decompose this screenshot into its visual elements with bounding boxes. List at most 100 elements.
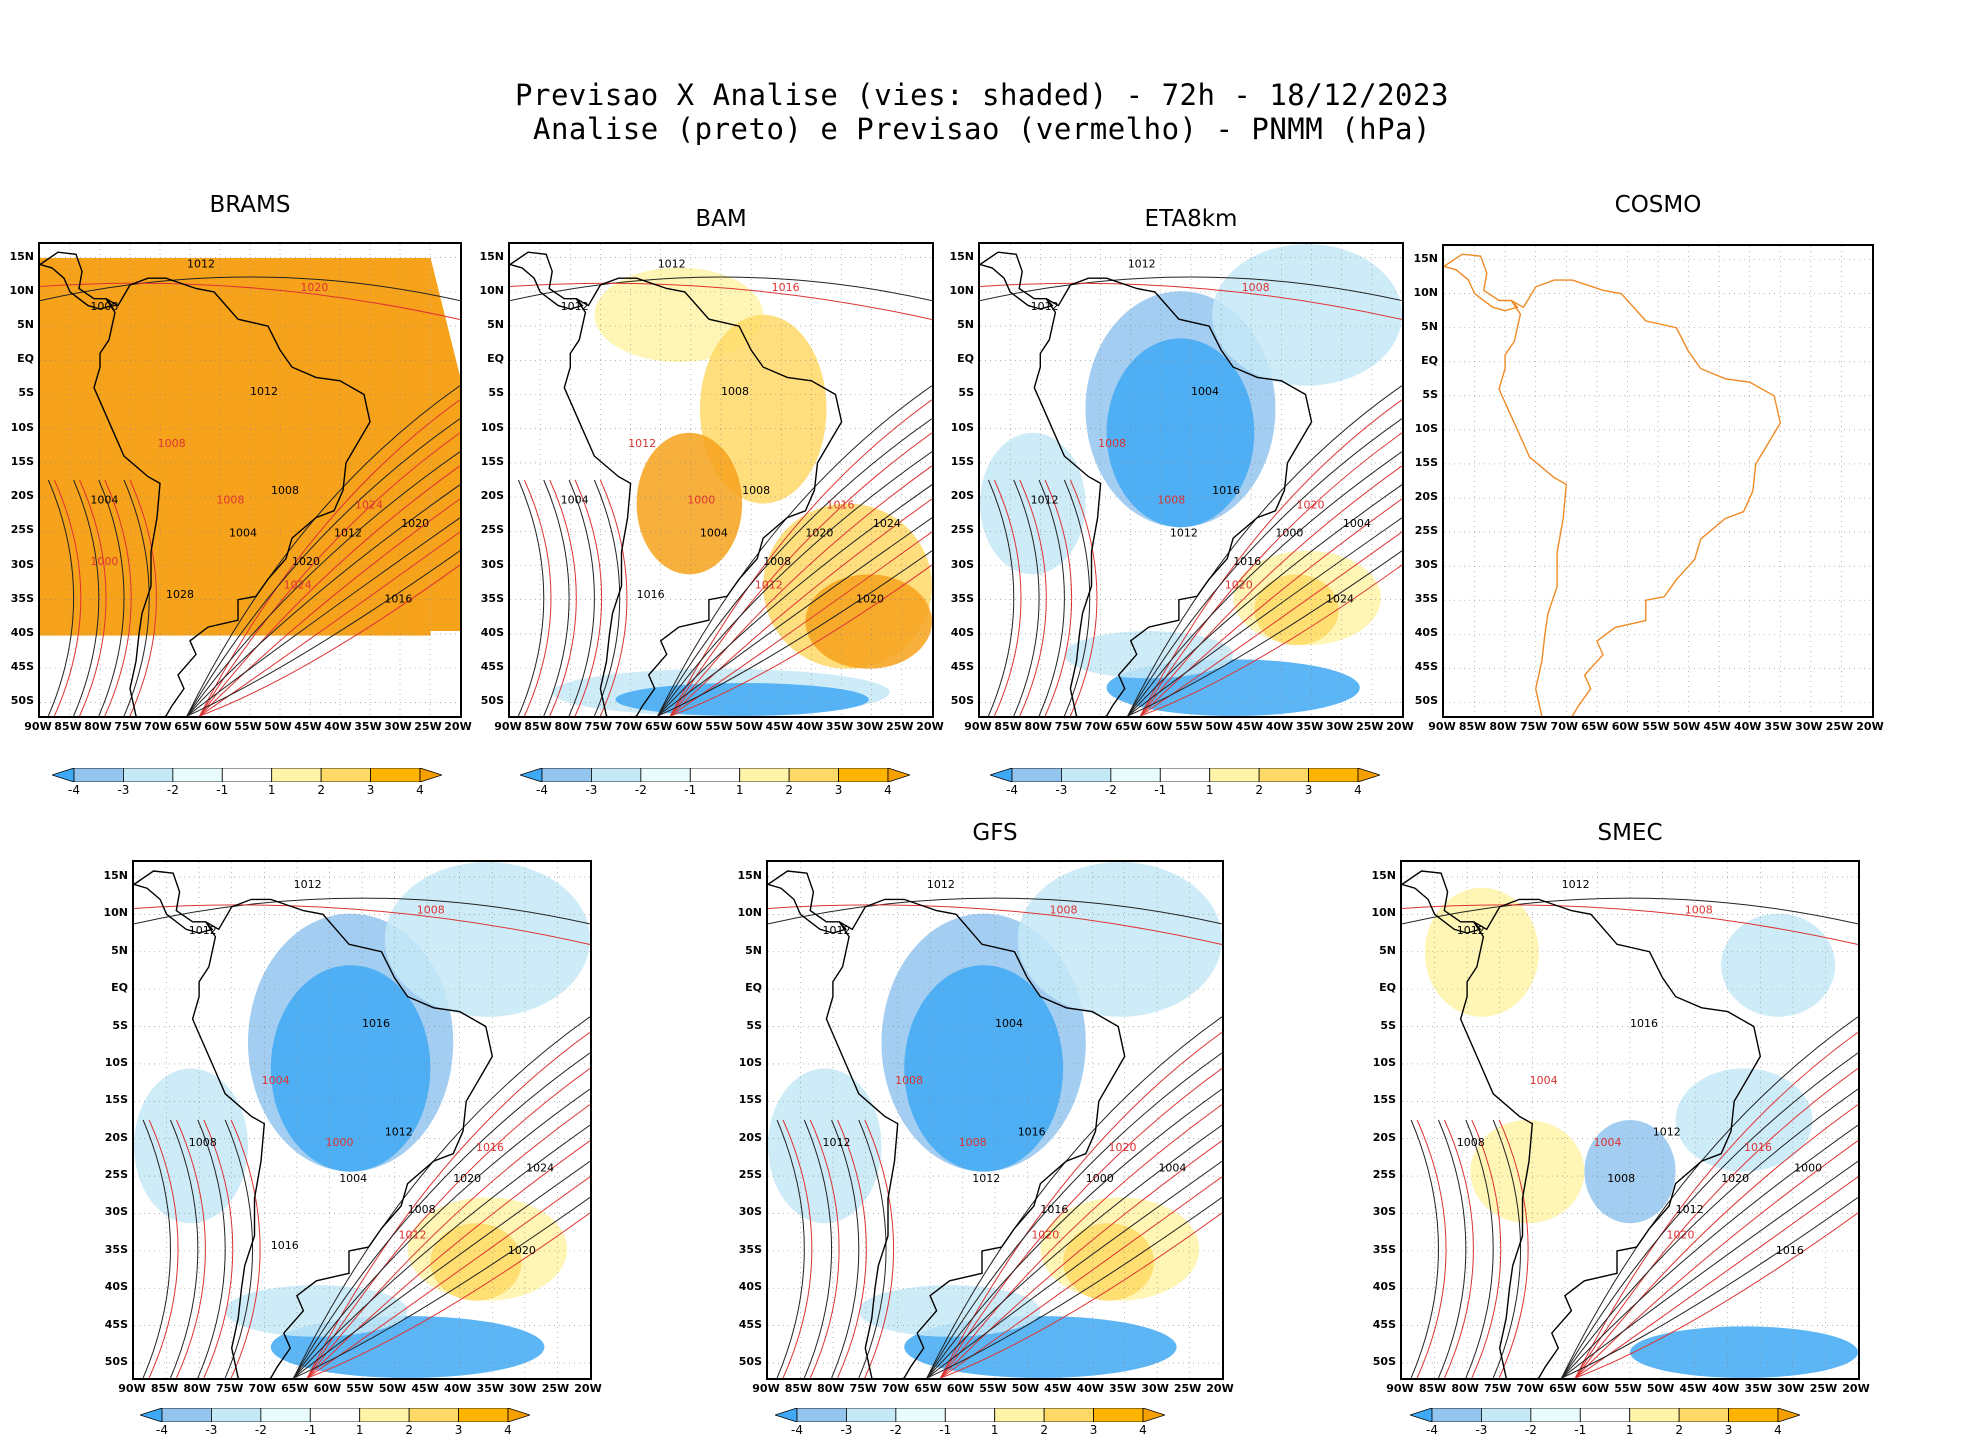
colorbar-label: -3 [1475,1423,1488,1437]
y-tick-label: 15N [103,868,128,882]
isobar-forecast [669,465,932,716]
y-tick-label: 45S [950,660,974,674]
y-tick-label: 15N [1371,868,1396,882]
south-america-outline [825,898,1126,1378]
x-tick-label: 80W [554,720,582,733]
y-tick-label: 20S [480,489,504,503]
isobar-label: 1020 [1031,1229,1059,1242]
bias-shading [699,314,827,504]
isobar-forecast [864,1119,894,1378]
y-tick-label: 25S [104,1168,128,1182]
x-tick-label: 40W [324,720,352,733]
isobar-label: 1016 [1744,1141,1772,1154]
colorbar-segment [1308,768,1359,782]
x-tick-label: 20W [1206,1382,1234,1395]
isobar-label: 1000 [326,1136,354,1149]
x-tick-label: 75W [215,1382,244,1395]
isobar-analysis [293,1016,590,1378]
map-plot: 1012 1008 1012 1004 1008 1012 1016 1020 1000 1004… [766,860,1224,1380]
bias-shading [1630,1326,1858,1378]
isobar-analysis [1063,479,1091,716]
y-tick-label: 40S [1414,626,1438,640]
x-tick-label: 20W [1856,720,1884,733]
colorbar-segment [1258,768,1309,782]
isobar-forecast [176,1119,206,1378]
colorbar-segment [1159,768,1211,782]
colorbar-segment [1410,1408,1433,1422]
south-america-outline [1459,898,1762,1378]
isobar-forecast [129,479,157,716]
y-tick-label: 5N [1421,319,1438,333]
x-tick-label: 65W [174,720,202,733]
isobar-label: 1024 [284,579,312,592]
isobar-label: 1024 [526,1162,554,1175]
isobar-label: 1012 [187,258,215,271]
x-tick-label: 20W [1386,720,1414,733]
isobar-analysis [1561,1052,1858,1378]
central-america-outline [1402,870,1482,934]
colorbar-segment [458,1408,509,1422]
colorbar-segment [788,768,839,782]
isobar-analysis [224,1119,253,1378]
map-plot: 1012 1016 1012 1008 1012 1004 1008 1016 1020 1024… [508,242,934,718]
x-tick-label: 90W [752,1382,780,1395]
isobar-analysis [1127,517,1402,716]
y-tick-label: 10S [738,1055,762,1069]
isobar-forecast [79,479,107,716]
x-tick-label: 60W [946,1382,975,1395]
x-tick-label: 70W [1516,1382,1544,1395]
isobar-label: 1012 [1170,527,1198,540]
colorbar-label: 4 [504,1423,512,1437]
isobar-forecast [1069,479,1098,716]
isobar-analysis [980,276,1402,302]
y-tick-label: 30S [104,1205,128,1219]
map-svg: 1012 1008 1012 1016 1004 1008 1012 1016 1020 1024… [134,862,590,1378]
isobar-analysis [657,385,932,716]
y-tick-label: 15S [10,454,34,468]
isobar-analysis [170,1119,199,1378]
x-tick-label: 60W [1581,1382,1610,1395]
y-tick-label: 35S [104,1242,128,1256]
isobar-label: 1012 [822,1136,850,1149]
y-tick-label: 25S [480,523,504,537]
colorbar-label: -2 [166,783,179,797]
colorbar-segment [221,768,273,782]
y-tick-label: 5S [746,1018,762,1032]
isobar-label: 1000 [90,555,118,568]
isobar-analysis [186,385,460,716]
x-tick-label: 25W [1809,1382,1838,1395]
isobar-forecast [1574,1140,1858,1378]
isobar-label: 1020 [401,517,429,530]
isobar-analysis [186,517,460,716]
x-tick-label: 60W [204,720,232,733]
y-tick-label: 45S [1372,1317,1396,1331]
x-tick-label: 65W [1114,720,1143,733]
bias-shading [225,1285,408,1337]
colorbar-label: -2 [1524,1423,1537,1437]
isobar-label: 1012 [755,579,783,592]
isobar-forecast [203,1119,234,1378]
isobar-label: 1016 [772,281,800,294]
colorbar-segment [1678,1408,1729,1422]
colorbar-label: -4 [156,1423,168,1437]
isobar-label: 1004 [262,1074,290,1087]
isobar-forecast [306,1140,590,1378]
isobar-label: 1012 [628,437,656,450]
colorbar-segment [73,768,124,782]
x-tick-label: 65W [914,1382,942,1395]
bias-shading [858,1285,1041,1337]
central-america-outline [510,251,584,310]
colorbar-label: -4 [536,783,548,797]
bias-shading [1675,1068,1813,1172]
x-tick-label: 45W [411,1382,439,1395]
isobar-label: 1004 [1191,385,1219,398]
y-tick-label: 10S [480,420,504,434]
colorbar-label: -1 [684,783,697,797]
colorbar [775,1408,1165,1422]
x-tick-label: 65W [1581,720,1609,733]
colorbar-segment [1011,768,1062,782]
isobar-analysis [926,1052,1222,1378]
y-tick-label: 40S [10,625,34,639]
y-tick-label: 15S [1372,1093,1396,1107]
x-tick-label: 80W [183,1382,211,1395]
